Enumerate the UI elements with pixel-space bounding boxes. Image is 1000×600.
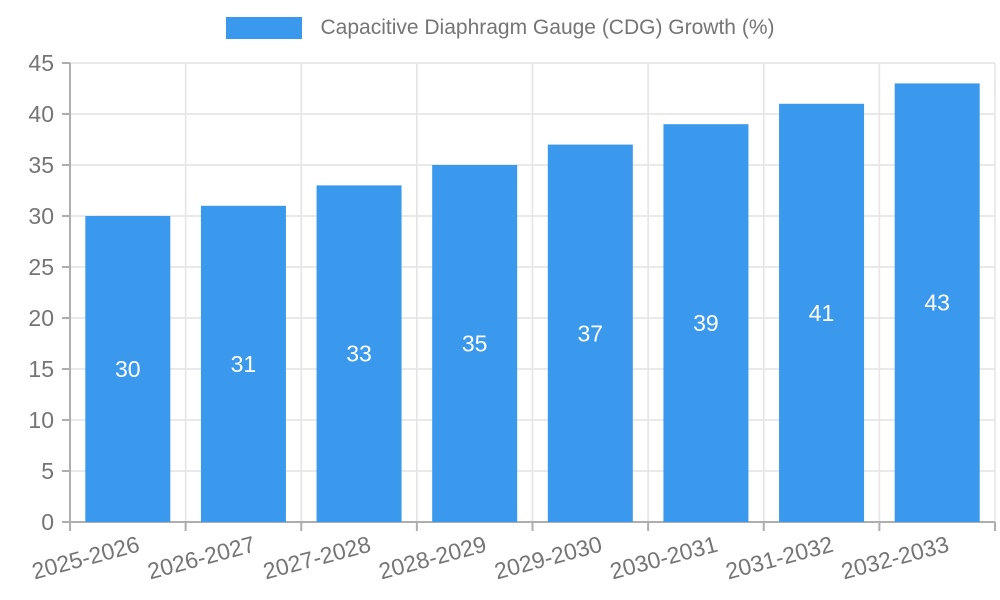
bar-value-label: 37 <box>578 320 604 346</box>
y-axis-label: 0 <box>41 509 54 535</box>
y-axis-label: 40 <box>28 101 54 127</box>
bar-2029-2030[interactable] <box>547 144 633 522</box>
y-axis-label: 10 <box>28 407 54 433</box>
y-axis-label: 25 <box>28 254 54 280</box>
bar-2030-2031[interactable] <box>663 124 749 522</box>
x-axis-label: 2030-2031 <box>607 531 720 585</box>
y-axis-label: 15 <box>28 356 54 382</box>
bar-value-label: 31 <box>231 351 257 377</box>
y-axis-label: 35 <box>28 152 54 178</box>
x-axis-label: 2025-2026 <box>29 531 142 585</box>
bar-value-label: 33 <box>346 341 372 367</box>
y-axis-label: 20 <box>28 305 54 331</box>
x-axis-label: 2026-2027 <box>145 531 258 585</box>
legend-label: Capacitive Diaphragm Gauge (CDG) Growth … <box>320 16 775 39</box>
y-axis-label: 30 <box>28 203 54 229</box>
bar-value-label: 41 <box>809 300 835 326</box>
bar-2028-2029[interactable] <box>432 165 518 522</box>
x-axis-label: 2028-2029 <box>376 531 489 585</box>
bar-value-label: 43 <box>924 290 950 316</box>
x-axis-label: 2027-2028 <box>260 531 373 585</box>
bar-2026-2027[interactable] <box>200 205 286 523</box>
x-axis-label: 2031-2032 <box>723 531 836 585</box>
bar-value-label: 30 <box>115 356 141 382</box>
bar-2027-2028[interactable] <box>316 185 402 522</box>
bar-2031-2032[interactable] <box>779 103 865 523</box>
y-axis-label: 5 <box>41 458 54 484</box>
x-axis-label: 2029-2030 <box>492 531 605 585</box>
x-axis-label: 2032-2033 <box>839 531 952 585</box>
bar-value-label: 35 <box>462 331 488 357</box>
legend: Capacitive Diaphragm Gauge (CDG) Growth … <box>0 16 1000 40</box>
bar-2025-2026[interactable] <box>85 216 171 522</box>
legend-item[interactable]: Capacitive Diaphragm Gauge (CDG) Growth … <box>225 16 775 40</box>
y-axis-label: 45 <box>28 50 54 76</box>
bar-2032-2033[interactable] <box>894 83 980 523</box>
legend-swatch <box>225 17 302 39</box>
bar-value-label: 39 <box>693 310 719 336</box>
